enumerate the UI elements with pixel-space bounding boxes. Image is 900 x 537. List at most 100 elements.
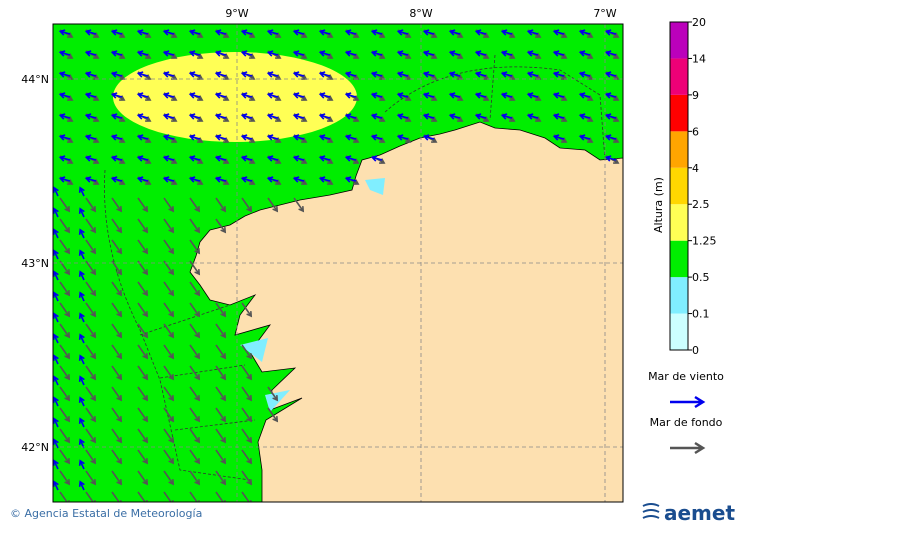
arrow (396, 29, 409, 36)
arrow (110, 113, 123, 120)
arrow (188, 71, 201, 78)
arrow (552, 29, 565, 36)
arrow (318, 29, 331, 36)
arrow (189, 386, 201, 402)
colorbar-title: Altura (m) (652, 177, 665, 233)
arrow (240, 71, 253, 78)
arrow (422, 113, 435, 120)
arrow (500, 50, 513, 57)
arrow (58, 92, 71, 99)
arrow (266, 50, 279, 57)
arrow (53, 270, 59, 281)
arrow (84, 134, 97, 141)
arrow (85, 449, 97, 465)
arrow (215, 365, 227, 381)
colorbar-band (670, 204, 688, 241)
arrow (163, 407, 175, 423)
arrow (137, 302, 149, 318)
arrow (136, 134, 149, 141)
arrow (111, 323, 123, 339)
arrow (189, 428, 201, 444)
arrow (111, 365, 123, 381)
arrow (188, 29, 201, 36)
arrow (163, 197, 175, 213)
arrow (84, 155, 97, 162)
arrow (162, 113, 175, 120)
arrow (214, 71, 227, 78)
colorbar: 0 0.1 0.5 1.25 2.5 4 6 9 14 20 Altura (m) (652, 16, 717, 357)
arrow (422, 50, 435, 57)
arrow (241, 449, 253, 465)
arrow (111, 470, 123, 486)
arrow (266, 176, 279, 183)
arrow (162, 50, 175, 57)
arrow (189, 239, 201, 255)
arrow (318, 71, 331, 78)
arrow (578, 71, 591, 78)
arrow (59, 323, 71, 339)
arrow (422, 29, 435, 36)
arrow (53, 291, 59, 302)
arrow (292, 134, 305, 141)
arrow (137, 428, 149, 444)
arrow (58, 50, 71, 57)
arrow (188, 92, 201, 99)
arrow (448, 71, 461, 78)
arrow (111, 428, 123, 444)
arrow (188, 113, 201, 120)
arrow (53, 417, 59, 428)
arrow (53, 354, 59, 365)
arrow (344, 71, 357, 78)
colorbar-band (670, 58, 688, 95)
arrow (78, 228, 85, 239)
arrow (396, 113, 409, 120)
arrow (53, 480, 59, 491)
arrow (58, 71, 71, 78)
arrow (85, 218, 97, 234)
arrow (214, 92, 227, 99)
arrow (163, 323, 175, 339)
arrow (214, 29, 227, 36)
colorbar-label: 0.1 (692, 308, 710, 321)
arrow (448, 92, 461, 99)
arrow (53, 375, 59, 386)
arrow (78, 186, 85, 197)
arrow (241, 197, 253, 213)
arrow (215, 386, 227, 402)
arrow (240, 155, 253, 162)
arrow (84, 176, 97, 183)
arrow (162, 29, 175, 36)
arrow (474, 92, 487, 99)
arrow (136, 71, 149, 78)
arrow (370, 71, 383, 78)
arrow (552, 92, 565, 99)
arrow (292, 176, 305, 183)
arrow (500, 113, 513, 120)
arrow (526, 71, 539, 78)
arrow (396, 71, 409, 78)
arrow (266, 71, 279, 78)
arrow (85, 239, 97, 255)
arrow (241, 470, 253, 486)
arrow (474, 71, 487, 78)
colorbar-band (670, 167, 688, 205)
arrow (136, 176, 149, 183)
arrow (266, 29, 279, 36)
arrow (53, 228, 59, 239)
arrow (370, 50, 383, 57)
arrow (370, 92, 383, 99)
arrow (318, 92, 331, 99)
colorbar-label: 0 (692, 344, 699, 357)
arrow (448, 113, 461, 120)
arrow (162, 71, 175, 78)
arrow (163, 470, 175, 486)
map-axes: 9°W 8°W 7°W 44°N 43°N 42°N (21, 7, 617, 454)
arrow (189, 302, 201, 318)
arrow (59, 281, 71, 297)
arrow (162, 176, 175, 183)
arrow (552, 50, 565, 57)
arrow (111, 407, 123, 423)
arrow (85, 260, 97, 276)
arrow (215, 449, 227, 465)
arrow (53, 396, 59, 407)
